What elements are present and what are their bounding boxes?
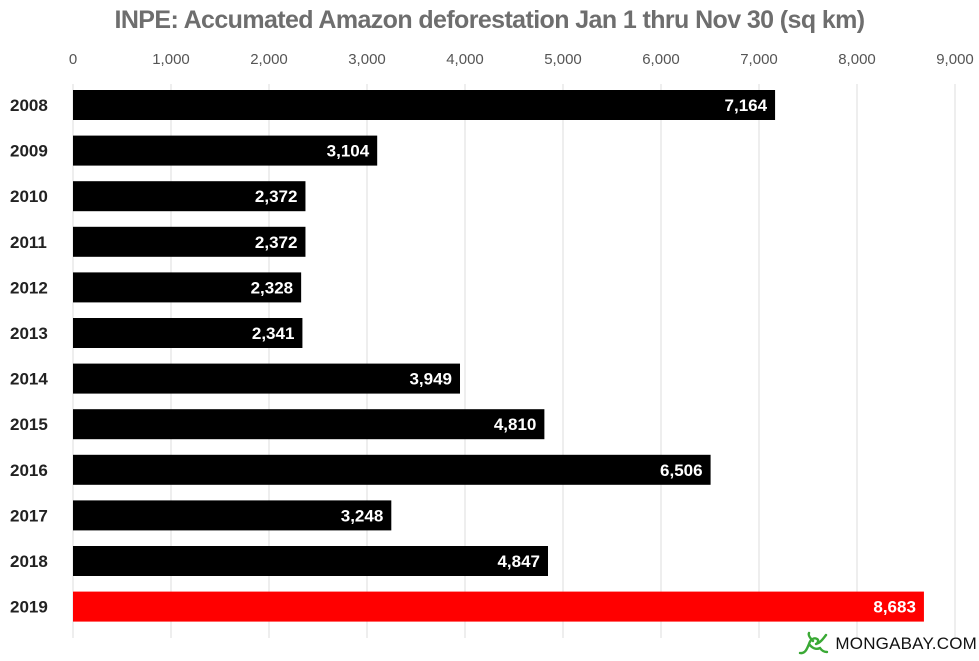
value-label-2009: 3,104 [327, 142, 370, 161]
value-labels: 7,164 3,104 2,372 2,372 2,328 2,341 3,949 4,810… [251, 96, 916, 617]
value-label-2015: 4,810 [494, 415, 537, 434]
value-label-2017: 3,248 [341, 506, 384, 525]
value-label-2018: 4,847 [497, 552, 540, 571]
mongabay-watermark: MONGABAY.COM [797, 631, 977, 657]
gecko-logo-icon [799, 631, 829, 655]
bar-2011 [73, 226, 306, 257]
value-label-2019: 8,683 [873, 598, 916, 617]
x-tick-label: 6,000 [642, 51, 680, 68]
category-label-2008: 2008 [10, 96, 48, 115]
category-label-2013: 2013 [10, 324, 48, 343]
category-label-2018: 2018 [10, 552, 48, 571]
watermark-text: MONGABAY.COM [835, 634, 977, 653]
value-label-2010: 2,372 [255, 187, 298, 206]
category-label-2011: 2011 [10, 233, 47, 252]
value-label-2014: 3,949 [409, 370, 452, 389]
bar-2019 [73, 591, 924, 622]
value-label-2016: 6,506 [660, 461, 703, 480]
category-label-2014: 2014 [10, 370, 48, 389]
value-label-2012: 2,328 [251, 278, 294, 297]
x-tick-label: 9,000 [936, 51, 974, 68]
bar-2017 [73, 500, 392, 531]
x-tick-label: 7,000 [740, 51, 778, 68]
y-axis-categories: 2008 2009 2010 2011 2012 2013 2014 2015 2016 2017… [10, 96, 48, 617]
bar-2015 [73, 409, 545, 440]
category-label-2010: 2010 [10, 187, 48, 206]
category-label-2012: 2012 [10, 278, 48, 297]
x-tick-label: 2,000 [250, 51, 288, 68]
value-label-2008: 7,164 [725, 96, 768, 115]
bar-2014 [73, 363, 461, 394]
category-label-2016: 2016 [10, 461, 48, 480]
x-tick-label: 0 [69, 51, 77, 68]
value-label-2011: 2,372 [255, 233, 298, 252]
bar-2013 [73, 318, 303, 348]
x-tick-label: 3,000 [348, 51, 386, 68]
bar-2016 [73, 454, 711, 485]
gridlines [72, 84, 956, 638]
bar-2012 [73, 272, 302, 303]
category-label-2017: 2017 [10, 506, 48, 525]
x-tick-label: 5,000 [544, 51, 582, 68]
chart-title: INPE: Accumated Amazon deforestation Jan… [114, 6, 866, 34]
category-label-2019: 2019 [10, 598, 48, 617]
bar-2008 [73, 90, 776, 120]
x-tick-label: 8,000 [838, 51, 876, 68]
bar-2009 [73, 135, 378, 166]
x-tick-label: 4,000 [446, 51, 484, 68]
x-axis-ticks: 0 1,000 2,000 3,000 4,000 5,000 6,000 7,000 8,00… [69, 51, 974, 68]
bar-2018 [73, 546, 549, 576]
bar-2010 [73, 181, 306, 212]
value-label-2013: 2,341 [252, 324, 295, 343]
category-label-2009: 2009 [10, 142, 48, 161]
category-label-2015: 2015 [10, 415, 48, 434]
bars [73, 90, 924, 622]
x-tick-label: 1,000 [152, 51, 190, 68]
